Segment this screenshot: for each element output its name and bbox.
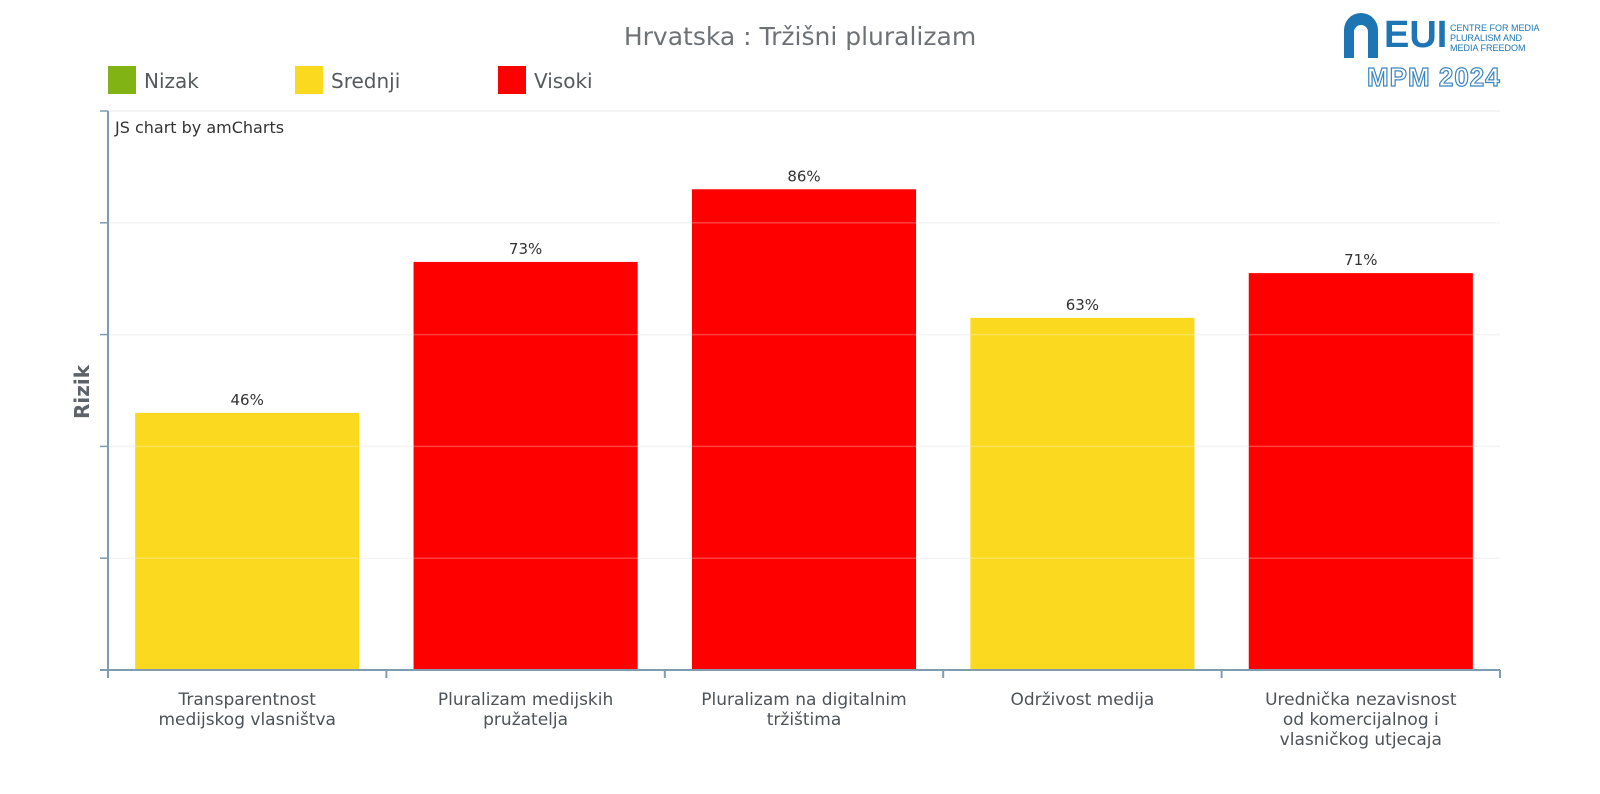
legend-swatch-nizak (108, 66, 136, 94)
x-tick-label: Transparentnost medijskog vlasništva (158, 690, 336, 730)
axis-layer (100, 110, 1501, 678)
bar-value-label: 46% (231, 391, 264, 409)
x-tick-label-line: Pluralizam medijskih (438, 690, 613, 710)
eui-subtitle-line: PLURALISM AND (1450, 33, 1523, 43)
legend-label-visoki: Visoki (534, 69, 593, 93)
x-tick-label-line: Pluralizam na digitalnim (701, 690, 906, 710)
bar[interactable] (413, 261, 638, 670)
x-tick-label-line: od komercijalnog i (1283, 710, 1439, 730)
y-axis-title: Rizik (70, 364, 94, 419)
x-tick-label: Pluralizam medijskih pružatelja (438, 690, 613, 730)
legend-swatch-srednji (295, 66, 323, 94)
bar-layer (135, 189, 1473, 670)
x-tick-label: Održivost medija (1010, 690, 1154, 710)
bar[interactable] (691, 189, 917, 670)
label-layer: 46% 73% 86% 63% 71% Transparentnost medijskog … (158, 167, 1456, 750)
legend-label-nizak: Nizak (144, 69, 199, 93)
x-tick-label-line: tržištima (767, 710, 842, 730)
eui-arch-icon (1344, 13, 1378, 58)
legend-label-srednji: Srednji (331, 69, 401, 93)
x-tick-label: Pluralizam na digitalnim tržištima (701, 690, 906, 730)
chart-title: Hrvatska : Tržišni pluralizam (623, 22, 977, 51)
bar-value-label: 86% (787, 167, 820, 185)
bar[interactable] (970, 317, 1195, 670)
eui-subtitle: CENTRE FOR MEDIA PLURALISM AND MEDIA FRE… (1450, 23, 1560, 53)
x-tick-label-line: medijskog vlasništva (158, 710, 336, 730)
bar-value-label: 73% (509, 240, 542, 258)
eui-wordmark: EUI (1384, 14, 1448, 56)
bar-value-label: 63% (1066, 296, 1099, 314)
amcharts-credit-link[interactable]: JS chart by amCharts (115, 118, 285, 137)
bar[interactable] (135, 412, 360, 670)
legend-swatch-visoki (498, 66, 526, 94)
x-tick-label-line: Urednička nezavisnost (1265, 690, 1457, 710)
x-tick-label-line: vlasničkog utjecaja (1280, 730, 1442, 750)
x-tick-label-line: Transparentnost (178, 690, 317, 710)
mpm-edition: MPM 2024 (1366, 61, 1501, 92)
bar-value-label: 71% (1344, 251, 1377, 269)
x-tick-label-line: pružatelja (483, 710, 568, 730)
eui-subtitle-line: CENTRE FOR MEDIA (1450, 23, 1540, 33)
x-tick-label-line: Održivost medija (1010, 690, 1154, 710)
eui-subtitle-line: MEDIA FREEDOM (1450, 43, 1526, 53)
eui-logo[interactable]: EUI CENTRE FOR MEDIA PLURALISM AND MEDIA… (1342, 10, 1552, 94)
bar[interactable] (1248, 273, 1473, 670)
